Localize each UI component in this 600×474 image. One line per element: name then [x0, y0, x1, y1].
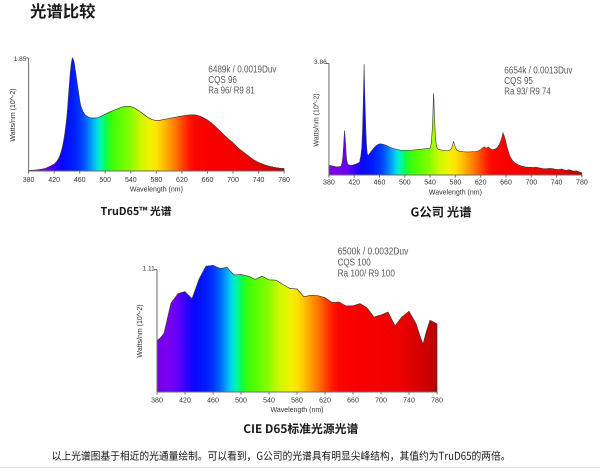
svg-text:1.85: 1.85 — [14, 56, 27, 63]
svg-text:620: 620 — [319, 398, 331, 405]
svg-text:Wavelength (nm): Wavelength (nm) — [270, 407, 323, 414]
svg-text:3.86: 3.86 — [314, 59, 327, 66]
svg-text:700: 700 — [227, 177, 239, 184]
svg-text:380: 380 — [23, 177, 35, 184]
svg-text:740: 740 — [253, 177, 265, 184]
svg-text:Watts/nm (10^-2): Watts/nm (10^-2) — [313, 93, 320, 146]
svg-text:Ra 93/ R9 74: Ra 93/ R9 74 — [504, 87, 551, 98]
svg-text:780: 780 — [576, 180, 588, 187]
svg-text:740: 740 — [403, 398, 415, 405]
svg-text:Wavelength (nm): Wavelength (nm) — [429, 190, 482, 197]
svg-text:660: 660 — [202, 177, 214, 184]
svg-text:CQS 100: CQS 100 — [338, 258, 372, 269]
svg-text:540: 540 — [125, 177, 137, 184]
svg-text:380: 380 — [323, 180, 335, 187]
svg-text:580: 580 — [151, 177, 163, 184]
svg-text:740: 740 — [551, 180, 563, 187]
svg-text:620: 620 — [176, 177, 188, 184]
svg-text:700: 700 — [525, 180, 537, 187]
svg-text:500: 500 — [99, 177, 111, 184]
svg-text:780: 780 — [431, 398, 443, 405]
svg-text:Wavelength (nm): Wavelength (nm) — [130, 187, 183, 194]
svg-text:500: 500 — [399, 180, 411, 187]
svg-text:620: 620 — [475, 180, 487, 187]
svg-text:380: 380 — [151, 398, 163, 405]
svg-text:420: 420 — [48, 177, 60, 184]
svg-text:Ra 96/ R9 81: Ra 96/ R9 81 — [208, 86, 255, 97]
svg-text:700: 700 — [375, 398, 387, 405]
svg-text:460: 460 — [207, 398, 219, 405]
svg-text:CQS 95: CQS 95 — [504, 76, 533, 87]
svg-text:Watts/nm (10^-2): Watts/nm (10^-2) — [10, 88, 17, 141]
svg-text:420: 420 — [348, 180, 360, 187]
svg-text:CQS 96: CQS 96 — [208, 75, 237, 86]
svg-text:460: 460 — [374, 180, 386, 187]
svg-text:580: 580 — [450, 180, 462, 187]
svg-text:420: 420 — [179, 398, 191, 405]
svg-text:6500k / 0.0032Duv: 6500k / 0.0032Duv — [338, 247, 409, 258]
svg-text:660: 660 — [347, 398, 359, 405]
svg-text:Ra 100/ R9 100: Ra 100/ R9 100 — [338, 269, 396, 280]
svg-text:540: 540 — [263, 398, 275, 405]
svg-text:580: 580 — [291, 398, 303, 405]
svg-text:Watts/nm (10^-2): Watts/nm (10^-2) — [137, 304, 144, 357]
svg-text:6489k / 0.0019Duv: 6489k / 0.0019Duv — [208, 65, 276, 76]
svg-text:540: 540 — [424, 180, 436, 187]
svg-text:500: 500 — [235, 398, 247, 405]
svg-text:660: 660 — [500, 180, 512, 187]
svg-text:6654k / 0.0013Duv: 6654k / 0.0013Duv — [504, 66, 572, 77]
svg-text:460: 460 — [74, 177, 86, 184]
svg-text:1.11: 1.11 — [143, 265, 156, 272]
svg-text:780: 780 — [278, 177, 290, 184]
